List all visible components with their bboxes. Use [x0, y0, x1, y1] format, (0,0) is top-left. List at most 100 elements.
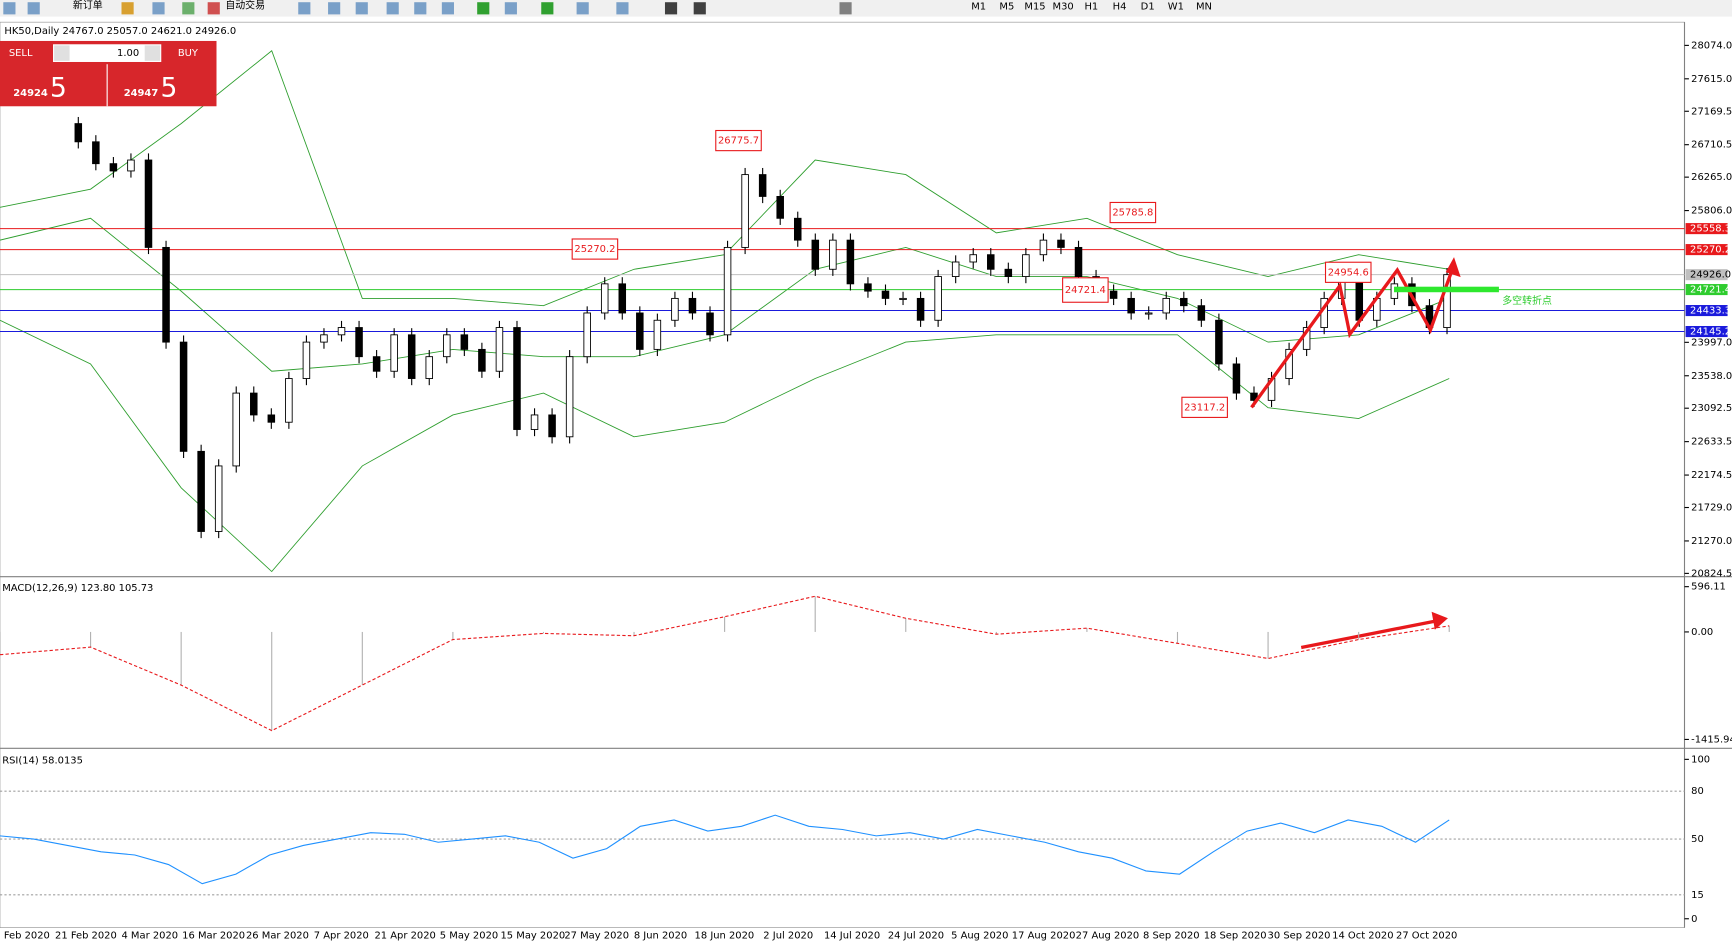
candle-body: [285, 378, 293, 423]
date-label: 18 Sep 2020: [1204, 930, 1267, 941]
ohlc: 24767.0 25057.0 24621.0 24926.0: [62, 26, 236, 37]
price-tick-label: 21270.0: [1691, 536, 1732, 547]
timeframe-button[interactable]: H4: [1113, 2, 1127, 13]
candle-body: [232, 392, 240, 467]
candle-body: [495, 327, 504, 372]
candle-body: [1057, 239, 1065, 248]
candle-body: [478, 348, 486, 372]
candle-body: [864, 283, 872, 292]
price-level-label: 25270.2: [1690, 245, 1731, 256]
candle-body: [916, 297, 925, 321]
timeframe-button[interactable]: W1: [1168, 2, 1184, 13]
sell-price[interactable]: 249245: [13, 72, 67, 103]
price-level-tag: [1685, 284, 1728, 296]
price-level-tag: [1685, 325, 1728, 338]
price-tick-label: 27615.0: [1691, 74, 1732, 85]
candle-body: [793, 217, 802, 241]
candle-body: [741, 174, 749, 248]
candle-body: [1285, 348, 1293, 379]
price-level-tag: [1685, 305, 1728, 317]
date-label: 8 Sep 2020: [1143, 930, 1200, 941]
candle-body: [688, 297, 697, 314]
candle-body: [758, 174, 767, 197]
symbol-header: HK50,Daily 24767.0 25057.0 24621.0 24926…: [4, 26, 236, 37]
candle-body: [267, 414, 276, 423]
candle-body: [829, 239, 837, 270]
timeframe-button[interactable]: D1: [1141, 2, 1155, 13]
price-level-tag: [1685, 269, 1728, 281]
macd-label: MACD(12,26,9) 123.80 105.73: [2, 583, 153, 594]
candle-body: [513, 327, 521, 430]
date-label: 14 Jul 2020: [824, 930, 880, 941]
price-plot: [0, 50, 1685, 573]
price-tick-label: 26265.0: [1691, 172, 1732, 183]
price-annotation: 24721.4: [1065, 285, 1106, 296]
candle-body: [1232, 363, 1241, 394]
date-label: 18 Jun 2020: [695, 930, 755, 941]
lot-input[interactable]: 1.00: [117, 48, 139, 59]
candle-body: [776, 195, 784, 219]
timeframe-button[interactable]: M30: [1053, 2, 1074, 13]
candle-body: [530, 414, 539, 430]
candle-body: [1180, 297, 1188, 307]
price-annotation: 23117.2: [1184, 402, 1225, 413]
timeframe-button[interactable]: MN: [1196, 2, 1212, 13]
sell-button[interactable]: SELL: [9, 48, 33, 59]
date-label: 2 Jul 2020: [763, 930, 813, 941]
buy-button[interactable]: BUY: [178, 48, 199, 59]
candle-body: [162, 246, 170, 343]
buy-price[interactable]: 249475: [124, 72, 178, 103]
turning-point-note: 多空转折点: [1502, 294, 1552, 307]
price-level-label: 24145.2: [1690, 327, 1731, 338]
date-label: 27 May 2020: [564, 930, 629, 941]
rsi-tick-label: 0: [1691, 914, 1697, 925]
candle-body: [1109, 290, 1118, 299]
date-label: 30 Sep 2020: [1268, 930, 1331, 941]
candle-body: [636, 312, 644, 350]
sell-price-main: 24924: [13, 88, 48, 99]
date-label: 1 Feb 2020: [0, 930, 50, 941]
date-label: 16 Mar 2020: [182, 930, 245, 941]
annotation-box: [1324, 261, 1372, 283]
candle-body: [179, 341, 188, 452]
bollinger-band: [0, 319, 1450, 573]
price-annotation: 26775.7: [718, 136, 759, 147]
candle-body: [92, 141, 100, 165]
candle-body: [899, 297, 907, 300]
date-label: 21 Apr 2020: [374, 930, 435, 941]
candle-body: [671, 297, 679, 321]
timeframe-button[interactable]: M15: [1024, 2, 1045, 13]
sell-price-pip: 5: [50, 72, 67, 103]
date-label: 5 Aug 2020: [951, 930, 1008, 941]
candle-body: [144, 159, 153, 248]
toolbar-button[interactable]: 新订单: [73, 0, 103, 12]
turning-point-marker: [1393, 286, 1499, 293]
price-tick-label: 22633.5: [1691, 437, 1732, 448]
price-annotation: 25270.2: [574, 244, 615, 255]
timeframe-bar: M1 M5 M15 M30 H1 H4 D1 W1 MN: [971, 2, 1212, 13]
annotation-box: [1181, 396, 1228, 418]
candle-body: [320, 334, 328, 343]
candle-body: [1039, 239, 1048, 256]
toolbar-button[interactable]: 自动交易: [225, 0, 265, 12]
candle-body: [337, 327, 346, 336]
timeframe-button[interactable]: H1: [1084, 2, 1098, 13]
price-tick-label: 23092.5: [1691, 403, 1732, 414]
trend-arrows: [1250, 257, 1461, 650]
timeframe-button[interactable]: M1: [971, 2, 986, 13]
candle-body: [1074, 246, 1083, 278]
candle-body: [372, 356, 381, 372]
candle-body: [548, 414, 556, 438]
rsi-tick-label: 100: [1691, 754, 1710, 765]
price-level-label: 24433.3: [1690, 306, 1731, 317]
macd-signal: [0, 595, 1450, 732]
date-label: 26 Mar 2020: [246, 930, 309, 941]
timeframe-button[interactable]: M5: [999, 2, 1014, 13]
date-label: 7 Apr 2020: [314, 930, 369, 941]
rsi-tick-label: 15: [1691, 890, 1704, 901]
date-label: 8 Jun 2020: [634, 930, 687, 941]
candle-body: [127, 159, 135, 172]
annotation-box: [1062, 277, 1109, 303]
